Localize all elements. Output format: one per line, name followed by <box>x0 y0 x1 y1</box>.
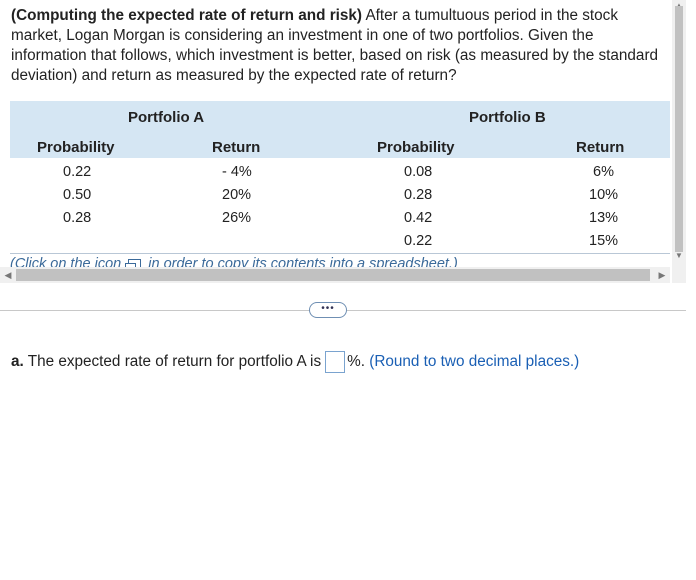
b-return-cell: 13% <box>589 210 619 226</box>
answer-unit: %. <box>347 353 365 371</box>
question-label: a. <box>11 353 24 371</box>
problem-statement: (Computing the expected rate of return a… <box>11 6 671 86</box>
a-return-cell: 26% <box>222 210 252 226</box>
scroll-down-icon[interactable]: ▼ <box>675 251 683 260</box>
table-bottom-rule <box>10 253 670 254</box>
b-prob-cell: 0.42 <box>404 210 433 226</box>
portfolio-a-header: Portfolio A <box>128 109 205 126</box>
problem-text: After a tumultuous period in the stock m… <box>11 7 659 84</box>
b-return-cell: 6% <box>593 164 614 180</box>
b-prob-cell: 0.08 <box>404 164 433 180</box>
a-prob-cell: 0.22 <box>63 164 92 180</box>
a-prob-cell: 0.50 <box>63 187 92 203</box>
scroll-right-icon[interactable]: ▶ <box>658 270 666 280</box>
scroll-up-icon[interactable]: ▲ <box>672 0 686 12</box>
b-return-header: Return <box>576 139 625 156</box>
a-return-cell: 20% <box>222 187 252 203</box>
question-a: a. The expected rate of return for portf… <box>11 351 579 373</box>
horizontal-scrollbar[interactable]: ◀ ▶ <box>0 267 670 283</box>
problem-title: (Computing the expected rate of return a… <box>11 7 363 24</box>
question-text: The expected rate of return for portfoli… <box>27 353 322 371</box>
a-return-header: Return <box>212 139 261 156</box>
data-table-container[interactable]: Portfolio A Portfolio B Probability Retu… <box>0 97 670 283</box>
vertical-scrollbar[interactable]: ▲ ▼ <box>672 0 686 283</box>
scroll-left-icon[interactable]: ◀ <box>4 270 12 280</box>
table-header-band <box>10 101 670 158</box>
b-return-cell: 10% <box>589 187 619 203</box>
b-prob-cell: 0.22 <box>404 233 433 249</box>
a-probability-header: Probability <box>37 139 115 156</box>
horizontal-scroll-thumb[interactable] <box>16 269 650 281</box>
vertical-scroll-thumb[interactable] <box>675 6 683 252</box>
a-return-cell: - 4% <box>222 164 252 180</box>
portfolio-b-header: Portfolio B <box>469 109 546 126</box>
b-return-cell: 15% <box>589 233 619 249</box>
answer-input[interactable] <box>325 351 346 373</box>
b-prob-cell: 0.28 <box>404 187 433 203</box>
a-prob-cell: 0.28 <box>63 210 92 226</box>
b-probability-header: Probability <box>377 139 455 156</box>
rounding-hint: (Round to two decimal places.) <box>369 353 580 371</box>
expand-more-button[interactable]: ••• <box>309 302 347 318</box>
